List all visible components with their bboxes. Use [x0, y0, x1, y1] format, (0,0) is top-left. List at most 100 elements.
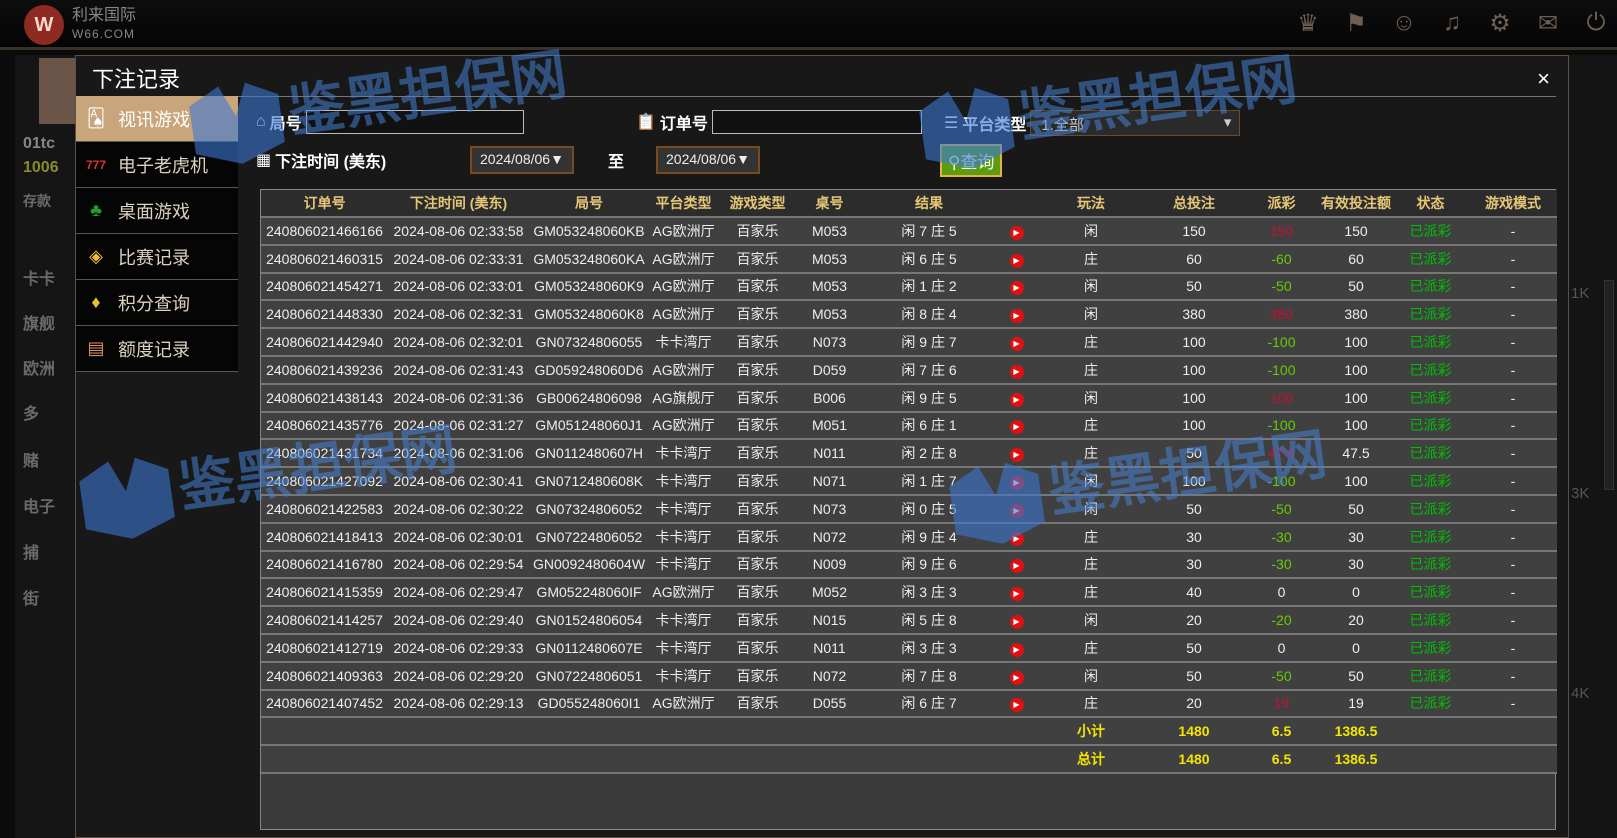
empty-cell [388, 745, 529, 774]
query-button[interactable]: ⚲查询 [940, 144, 1003, 177]
close-button[interactable]: × [1537, 66, 1550, 91]
bet-time-cell: 2024-08-06 02:31:43 [388, 355, 529, 385]
status-cell: 已派彩 [1392, 439, 1469, 469]
lobby-item[interactable]: 旗舰 [23, 316, 56, 333]
replay-cell[interactable]: ▶ [996, 411, 1037, 441]
chips-icon: ♣ [90, 200, 102, 220]
replay-cell[interactable]: ▶ [996, 494, 1037, 524]
music-icon[interactable]: ♫ [1443, 9, 1461, 36]
play-replay-icon[interactable]: ▶ [1009, 253, 1024, 268]
platform-cell: AG欧洲厅 [649, 411, 718, 441]
replay-cell[interactable]: ▶ [996, 355, 1037, 385]
lobby-item[interactable]: 欧洲 [23, 361, 56, 378]
replay-cell[interactable]: ▶ [996, 383, 1037, 413]
lobby-item[interactable]: 卡卡 [23, 271, 56, 288]
play-replay-icon[interactable]: ▶ [1009, 281, 1024, 296]
empty-cell [996, 745, 1037, 774]
play-replay-icon[interactable]: ▶ [1009, 615, 1024, 630]
platform-select[interactable]: 1.全部 [1030, 110, 1241, 136]
play-replay-icon[interactable]: ▶ [1009, 559, 1024, 574]
replay-cell[interactable]: ▶ [996, 550, 1037, 580]
play-replay-icon[interactable]: ▶ [1009, 670, 1024, 685]
valid-bet-cell: 50 [1320, 494, 1392, 524]
replay-cell[interactable]: ▶ [996, 522, 1037, 552]
lobby-item[interactable]: 捕 [23, 545, 40, 562]
customer-service-icon[interactable]: ☺ [1391, 9, 1417, 36]
play-replay-icon[interactable]: ▶ [1009, 642, 1024, 657]
play-replay-icon[interactable]: ▶ [1009, 225, 1024, 240]
lobby-item[interactable]: 电子 [23, 499, 56, 516]
replay-cell[interactable]: ▶ [996, 328, 1037, 357]
table-row: 240806021418413 2024-08-06 02:30:01 GN0722… [261, 522, 1557, 552]
play-replay-icon[interactable]: ▶ [1009, 698, 1024, 713]
menu-label: 额度记录 [118, 339, 190, 360]
flag-icon[interactable]: ⚑ [1345, 9, 1367, 37]
date-from-picker[interactable]: 2024/08/06▼ [470, 146, 574, 174]
tag-icon: ⌂ [256, 113, 266, 130]
power-icon[interactable]: ⏻ [1586, 9, 1606, 36]
payout-cell: -50 [1243, 272, 1320, 302]
round-input[interactable] [305, 110, 524, 134]
bet-type-cell: 庄 [1037, 411, 1145, 441]
total-bet-cell: 50 [1145, 661, 1243, 691]
replay-cell[interactable]: ▶ [996, 606, 1037, 635]
replay-cell[interactable]: ▶ [996, 300, 1037, 330]
replay-cell[interactable]: ▶ [996, 578, 1037, 608]
payout-cell: -30 [1243, 550, 1320, 580]
status-cell: 已派彩 [1392, 633, 1469, 663]
game-mode-cell: - [1469, 439, 1557, 469]
scrollbar[interactable] [1604, 280, 1614, 490]
replay-cell[interactable]: ▶ [996, 439, 1037, 469]
menu-item-credit-records[interactable]: ▤ 额度记录 [76, 326, 238, 372]
lobby-item[interactable]: 赌 [23, 453, 40, 470]
subtotal-row: 小计 1480 6.5 1386.5 [261, 717, 1557, 747]
status-cell: 已派彩 [1392, 689, 1469, 719]
play-replay-icon[interactable]: ▶ [1009, 420, 1024, 435]
valid-bet-cell: 47.5 [1320, 439, 1392, 469]
menu-item-table-games[interactable]: ♣ 桌面游戏 [76, 188, 238, 234]
replay-cell[interactable]: ▶ [996, 244, 1037, 274]
platform-cell: AG旗舰厅 [649, 383, 718, 413]
play-replay-icon[interactable]: ▶ [1009, 587, 1024, 602]
play-replay-icon[interactable]: ▶ [1009, 309, 1024, 324]
replay-cell[interactable]: ▶ [996, 467, 1037, 496]
round-id-cell: GM053248060KB [529, 217, 649, 246]
vip-icon[interactable]: ♛ [1297, 9, 1319, 37]
platform-cell: 卡卡湾厅 [649, 661, 718, 691]
order-id-cell: 240806021448330 [261, 300, 388, 330]
bet-time-cell: 2024-08-06 02:32:01 [388, 328, 529, 357]
replay-cell[interactable]: ▶ [996, 633, 1037, 663]
play-replay-icon[interactable]: ▶ [1009, 531, 1024, 546]
lobby-item[interactable]: 多 [23, 406, 40, 423]
replay-cell[interactable]: ▶ [996, 689, 1037, 719]
result-cell: 闲 7 庄 5 [862, 217, 996, 246]
play-replay-icon[interactable]: ▶ [1009, 448, 1024, 463]
menu-item-match-records[interactable]: ◈ 比赛记录 [76, 234, 238, 280]
platform-cell: AG欧洲厅 [649, 272, 718, 302]
table-id-cell: M051 [797, 411, 862, 441]
menu-item-slots[interactable]: 777 电子老虎机 [76, 142, 238, 188]
order-input[interactable] [711, 110, 922, 134]
limit-label: 3K [1571, 485, 1590, 502]
play-replay-icon[interactable]: ▶ [1009, 392, 1024, 407]
menu-item-points[interactable]: ♦ 积分查询 [76, 280, 238, 326]
play-replay-icon[interactable]: ▶ [1009, 476, 1024, 491]
replay-cell[interactable]: ▶ [996, 217, 1037, 246]
play-replay-icon[interactable]: ▶ [1009, 364, 1024, 379]
bet-time-cell: 2024-08-06 02:29:40 [388, 606, 529, 635]
bet-record-modal: 下注记录 × 🂡 视讯游戏 777 电子老虎机 ♣ 桌面游戏 ◈ 比赛记录 ♦ 积分查询 … [75, 55, 1569, 838]
table-id-cell: N015 [797, 606, 862, 635]
lobby-item[interactable]: 街 [23, 591, 40, 608]
date-to-picker[interactable]: 2024/08/06▼ [656, 146, 760, 174]
replay-cell[interactable]: ▶ [996, 272, 1037, 302]
menu-item-live-games[interactable]: 🂡 视讯游戏 [76, 96, 238, 142]
valid-bet-cell: 19 [1320, 689, 1392, 719]
order-id-cell: 240806021454271 [261, 272, 388, 302]
gear-icon[interactable]: ⚙ [1489, 9, 1511, 37]
replay-cell[interactable]: ▶ [996, 661, 1037, 691]
chat-icon[interactable]: ✉ [1537, 9, 1559, 37]
play-replay-icon[interactable]: ▶ [1009, 503, 1024, 518]
deposit-link[interactable]: 存款 [23, 193, 51, 209]
play-replay-icon[interactable]: ▶ [1009, 337, 1024, 352]
